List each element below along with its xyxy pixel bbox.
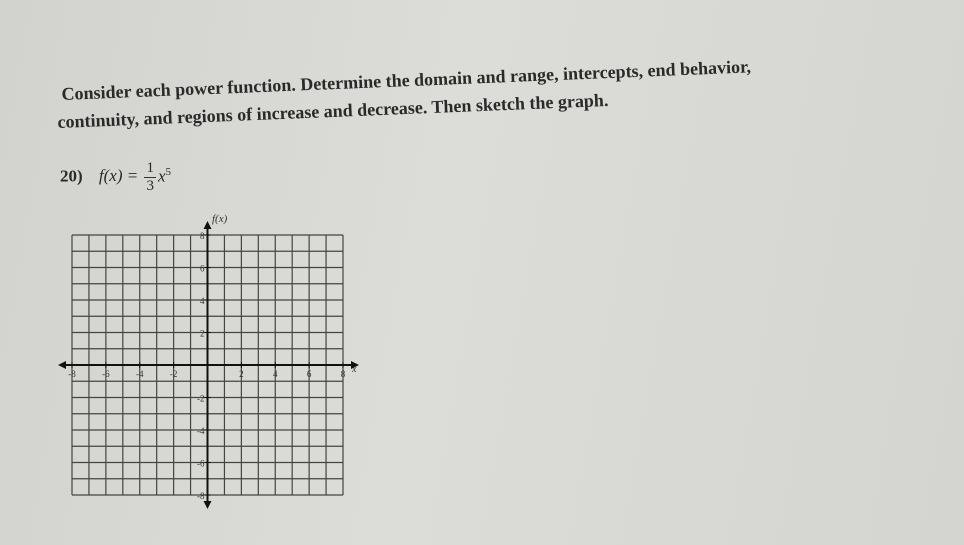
arrow <box>203 501 212 509</box>
y-tick-label: -8 <box>197 491 205 501</box>
denominator: 3 <box>146 178 154 194</box>
x-axis-label: x <box>351 364 357 375</box>
y-tick-label: -6 <box>197 459 205 469</box>
y-axis-label: f(x) <box>212 213 228 225</box>
x-tick-label: 8 <box>341 369 346 379</box>
arrow <box>203 221 212 229</box>
x-tick-label: -8 <box>68 369 76 379</box>
y-tick-label: 4 <box>200 296 205 306</box>
exponent: 5 <box>165 165 172 178</box>
problem-number: 20) <box>60 166 83 186</box>
x-tick-label: 6 <box>307 369 312 379</box>
arrow <box>351 361 359 369</box>
variable: x <box>157 166 166 186</box>
x-tick-label: -6 <box>102 369 110 379</box>
y-tick-label: 2 <box>200 329 205 339</box>
arrow <box>58 361 66 369</box>
y-tick-label: 8 <box>200 231 205 241</box>
problem: 20) f(x) = 1 3 x5 <box>60 160 171 195</box>
y-tick-label: 6 <box>200 264 205 274</box>
function-lhs: f(x) = <box>98 166 139 186</box>
y-tick-label: -2 <box>197 394 205 404</box>
x-tick-label: -2 <box>170 369 178 379</box>
numerator: 1 <box>144 160 156 178</box>
x-tick-label: 4 <box>273 369 278 379</box>
x-tick-label: -4 <box>136 369 144 379</box>
x-tick-label: 2 <box>239 369 244 379</box>
fraction: 1 3 <box>144 160 156 195</box>
y-tick-label: -4 <box>197 426 205 436</box>
